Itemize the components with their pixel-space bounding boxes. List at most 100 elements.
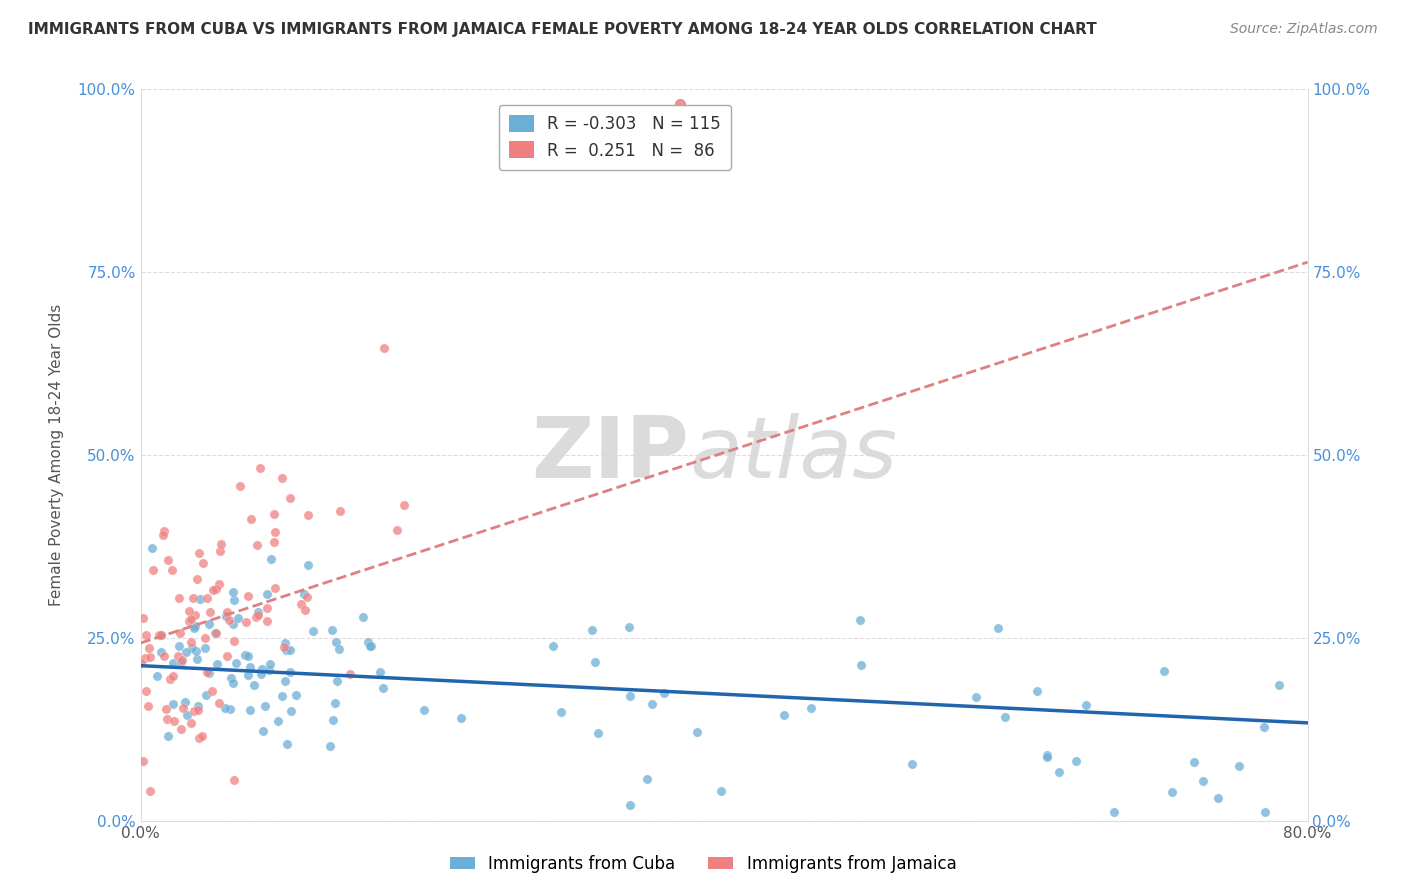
Point bbox=[339, 667, 361, 681]
Point bbox=[156, 553, 179, 567]
Point bbox=[246, 538, 269, 552]
Point bbox=[180, 612, 202, 626]
Point bbox=[152, 648, 174, 663]
Point bbox=[583, 655, 606, 669]
Point bbox=[263, 525, 285, 540]
Point bbox=[360, 639, 382, 653]
Point bbox=[226, 611, 249, 625]
Point bbox=[222, 585, 245, 599]
Point bbox=[252, 663, 274, 677]
Point bbox=[198, 617, 221, 632]
Point bbox=[174, 645, 197, 659]
Point bbox=[138, 699, 160, 714]
Point bbox=[239, 703, 262, 717]
Legend: Immigrants from Cuba, Immigrants from Jamaica: Immigrants from Cuba, Immigrants from Ja… bbox=[443, 848, 963, 880]
Point bbox=[180, 635, 202, 649]
Point bbox=[225, 656, 247, 670]
Point bbox=[191, 556, 214, 570]
Point bbox=[141, 541, 163, 556]
Point bbox=[1047, 764, 1070, 779]
Point bbox=[236, 648, 259, 663]
Point bbox=[195, 591, 218, 606]
Point bbox=[581, 624, 603, 638]
Point bbox=[264, 581, 287, 595]
Point bbox=[256, 615, 278, 629]
Point bbox=[541, 639, 564, 653]
Point bbox=[772, 708, 794, 723]
Point bbox=[710, 784, 733, 798]
Point bbox=[156, 729, 179, 743]
Point bbox=[276, 737, 298, 751]
Point bbox=[169, 625, 191, 640]
Point bbox=[1254, 805, 1277, 819]
Point bbox=[256, 587, 278, 601]
Point bbox=[169, 722, 191, 736]
Point bbox=[184, 607, 207, 622]
Point bbox=[194, 688, 217, 702]
Point bbox=[222, 772, 245, 787]
Point bbox=[297, 558, 319, 573]
Point bbox=[134, 651, 156, 665]
Point bbox=[641, 697, 664, 711]
Point bbox=[222, 593, 245, 607]
Point bbox=[194, 640, 217, 655]
Point bbox=[162, 669, 184, 683]
Point bbox=[392, 498, 415, 512]
Point bbox=[450, 711, 472, 725]
Point bbox=[188, 591, 211, 606]
Point bbox=[187, 703, 209, 717]
Point bbox=[183, 704, 205, 718]
Point bbox=[214, 701, 236, 715]
Point bbox=[385, 523, 408, 537]
Point bbox=[176, 707, 198, 722]
Point bbox=[152, 528, 174, 542]
Point bbox=[246, 608, 269, 623]
Point bbox=[284, 689, 307, 703]
Point bbox=[202, 583, 225, 598]
Point bbox=[849, 613, 872, 627]
Point bbox=[257, 663, 280, 677]
Point bbox=[965, 690, 987, 705]
Point bbox=[149, 645, 172, 659]
Point bbox=[162, 698, 184, 712]
Point bbox=[195, 665, 218, 680]
Point bbox=[236, 668, 259, 682]
Point bbox=[198, 605, 221, 619]
Point bbox=[170, 653, 193, 667]
Point bbox=[323, 696, 346, 710]
Point bbox=[1153, 665, 1175, 679]
Point bbox=[167, 591, 190, 606]
Point bbox=[259, 657, 281, 672]
Point bbox=[172, 701, 194, 715]
Text: ZIP: ZIP bbox=[531, 413, 689, 497]
Point bbox=[218, 613, 240, 627]
Legend: R = -0.303   N = 115, R =  0.251   N =  86: R = -0.303 N = 115, R = 0.251 N = 86 bbox=[499, 105, 731, 169]
Point bbox=[328, 642, 350, 657]
Point bbox=[322, 713, 344, 727]
Point bbox=[586, 726, 609, 740]
Point bbox=[654, 686, 676, 700]
Point bbox=[1104, 805, 1126, 819]
Point bbox=[155, 702, 177, 716]
Point bbox=[145, 669, 167, 683]
Point bbox=[160, 563, 183, 577]
Point bbox=[373, 341, 395, 355]
Point bbox=[204, 626, 226, 640]
Point bbox=[138, 640, 160, 655]
Point bbox=[278, 643, 301, 657]
Point bbox=[1066, 754, 1088, 768]
Point bbox=[260, 552, 283, 566]
Text: Source: ZipAtlas.com: Source: ZipAtlas.com bbox=[1230, 22, 1378, 37]
Point bbox=[280, 704, 302, 718]
Point bbox=[256, 601, 278, 615]
Point bbox=[1268, 678, 1291, 692]
Point bbox=[173, 695, 195, 709]
Point bbox=[222, 633, 245, 648]
Point bbox=[208, 696, 231, 710]
Point bbox=[273, 640, 295, 654]
Point bbox=[636, 772, 658, 787]
Point bbox=[1036, 747, 1059, 762]
Point bbox=[278, 665, 301, 679]
Point bbox=[180, 715, 202, 730]
Point bbox=[240, 512, 263, 526]
